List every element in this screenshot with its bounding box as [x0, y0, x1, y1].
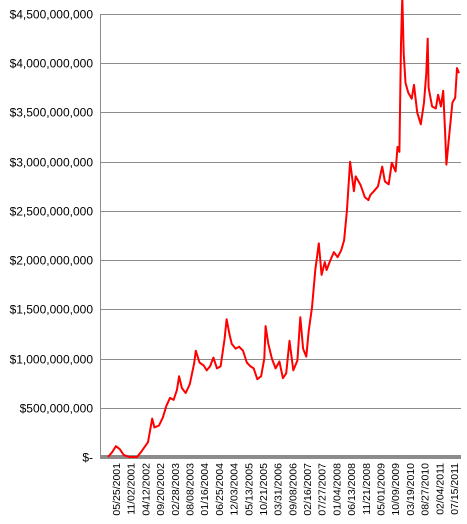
x-tick-label: 03/19/2010: [405, 463, 417, 516]
y-tick-label: $4,000,000,000: [10, 57, 94, 71]
x-tick-label: 02/28/2003: [170, 463, 182, 516]
x-axis-line: [100, 455, 461, 459]
y-tick-label: $1,500,000,000: [10, 303, 94, 317]
x-tick-label: 07/15/2011: [449, 463, 461, 515]
x-tick-label: 10/21/2005: [258, 463, 270, 516]
y-tick-label: $2,000,000,000: [10, 254, 94, 268]
axes: [100, 14, 461, 459]
x-tick-label: 01/04/2008: [331, 463, 343, 516]
y-tick-label: $1,000,000,000: [10, 353, 94, 367]
x-tick-label: 08/08/2003: [185, 463, 197, 516]
y-tick-label: $4,500,000,000: [10, 8, 94, 22]
x-tick-label: 08/27/2010: [420, 463, 432, 516]
x-tick-label: 12/03/2004: [229, 463, 241, 516]
y-tick-label: $500,000,000: [20, 402, 94, 416]
x-tick-label: 09/08/2006: [287, 463, 299, 516]
x-tick-label: 05/01/2009: [376, 463, 388, 516]
x-tick-label: 01/16/2004: [199, 463, 211, 516]
y-axis-tick-labels: $- $500,000,000 $1,000,000,000 $1,500,000,0…: [10, 8, 94, 465]
x-tick-label: 11/02/2001: [126, 463, 138, 515]
x-tick-label: 05/13/2005: [243, 463, 255, 516]
series-line: [107, 0, 460, 458]
series-lines: [107, 0, 460, 458]
x-tick-label: 11/21/2008: [361, 463, 373, 515]
x-tick-label: 02/16/2007: [302, 463, 314, 516]
x-tick-label: 10/09/2009: [390, 463, 402, 516]
x-tick-label: 06/25/2004: [214, 463, 226, 516]
y-tick-label: $2,500,000,000: [10, 205, 94, 219]
x-tick-label: 05/25/2001: [111, 463, 123, 516]
y-tick-label: $3,000,000,000: [10, 156, 94, 170]
x-tick-label: 06/13/2008: [346, 463, 358, 516]
x-axis-tick-labels: 05/25/2001 11/02/2001 04/12/2002 09/20/2002…: [111, 463, 461, 516]
gridlines: [100, 14, 461, 409]
x-tick-label: 07/27/2007: [317, 463, 329, 516]
x-tick-label: 03/31/2006: [273, 463, 285, 516]
y-tick-label: $-: [82, 451, 93, 465]
x-tick-label: 04/12/2002: [140, 463, 152, 516]
x-tick-label: 02/04/2011: [434, 463, 446, 515]
y-tick-label: $3,500,000,000: [10, 106, 94, 120]
x-tick-label: 09/20/2002: [155, 463, 167, 516]
